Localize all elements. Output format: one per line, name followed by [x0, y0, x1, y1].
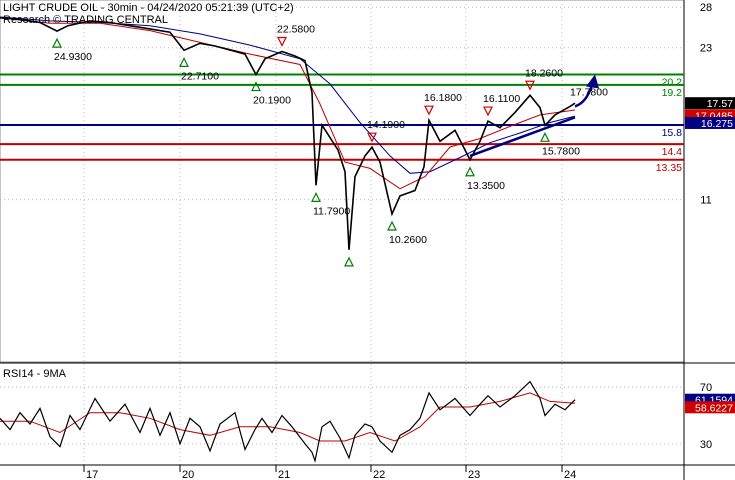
rsi-value-tag: [685, 401, 735, 414]
swing-high-label: 16.1100: [483, 93, 520, 105]
rsi-tick-label: 70: [700, 382, 712, 394]
swing-low-marker: [540, 131, 550, 142]
y-tick-label: 28: [700, 2, 712, 14]
x-tick-label: 21: [278, 469, 290, 480]
projection-arrowhead: [586, 74, 599, 89]
swing-low-label: 10.2600: [389, 234, 427, 246]
swing-low-marker: [52, 37, 62, 48]
swing-low-marker: [251, 81, 261, 92]
swing-low-marker: [465, 166, 475, 177]
x-tick-label: 24: [564, 469, 576, 480]
swing-high-marker: [483, 106, 493, 117]
price-line: [0, 17, 576, 250]
price-tag-label: 16.275: [701, 118, 733, 130]
swing-low-marker: [344, 256, 354, 267]
level-label: 14.4: [662, 146, 683, 158]
swing-low-marker: [179, 57, 189, 67]
x-tick-label: 22: [373, 469, 385, 480]
price-tag: [685, 116, 735, 129]
projection-arrow: [574, 84, 594, 108]
swing-high-marker: [277, 36, 287, 47]
chart-title: LIGHT CRUDE OIL - 30min - 04/24/2020 05:…: [3, 2, 294, 14]
swing-low-label: 15.7800: [542, 145, 580, 157]
swing-low-marker: [387, 220, 397, 231]
swing-low-marker: [311, 192, 321, 202]
x-tick-label: 20: [182, 469, 194, 480]
swing-high-label: 18.2600: [525, 67, 563, 79]
price-tag: [685, 97, 735, 110]
swing-high-label: 16.1800: [424, 92, 462, 104]
rsi-value-tag-label: 58.6227: [695, 402, 733, 414]
rsi-line: [0, 380, 576, 464]
ma-fast-line: [0, 17, 576, 190]
swing-high-marker: [525, 80, 535, 91]
level-label: 13.35: [656, 162, 682, 174]
rsi-tick-label: 30: [700, 439, 712, 451]
research-credit: Research © TRADING CENTRAL: [3, 14, 168, 26]
swing-low-label: 22.7100: [181, 70, 219, 82]
level-label: 19.2: [662, 87, 683, 99]
price-tag-label: 17.57: [707, 98, 733, 110]
y-tick-label: 11: [700, 195, 711, 207]
swing-low-label: 13.3500: [467, 180, 505, 192]
trendline: [469, 116, 576, 158]
swing-low-label: 20.1900: [253, 95, 291, 107]
swing-low-label: 11.7900: [313, 205, 350, 217]
x-tick-label: 17: [86, 469, 98, 480]
swing-high-label: 22.5800: [277, 24, 315, 36]
ma-slow-line: [0, 16, 576, 174]
target-label: 17.7800: [570, 87, 608, 99]
swing-high-marker: [367, 132, 377, 143]
swing-high-marker: [424, 105, 434, 116]
rsi-panel-title: RSI14 - 9MA: [3, 368, 66, 380]
x-tick-label: 23: [468, 469, 480, 480]
level-label: 15.8: [662, 127, 683, 139]
x-axis: 17 20 21 22 23 24: [0, 464, 735, 480]
swing-low-label: 24.9300: [54, 51, 92, 63]
y-tick-label: 23: [700, 43, 712, 55]
swing-high-label: 14.1900: [367, 119, 405, 131]
price-plot-frame: [0, 0, 685, 363]
